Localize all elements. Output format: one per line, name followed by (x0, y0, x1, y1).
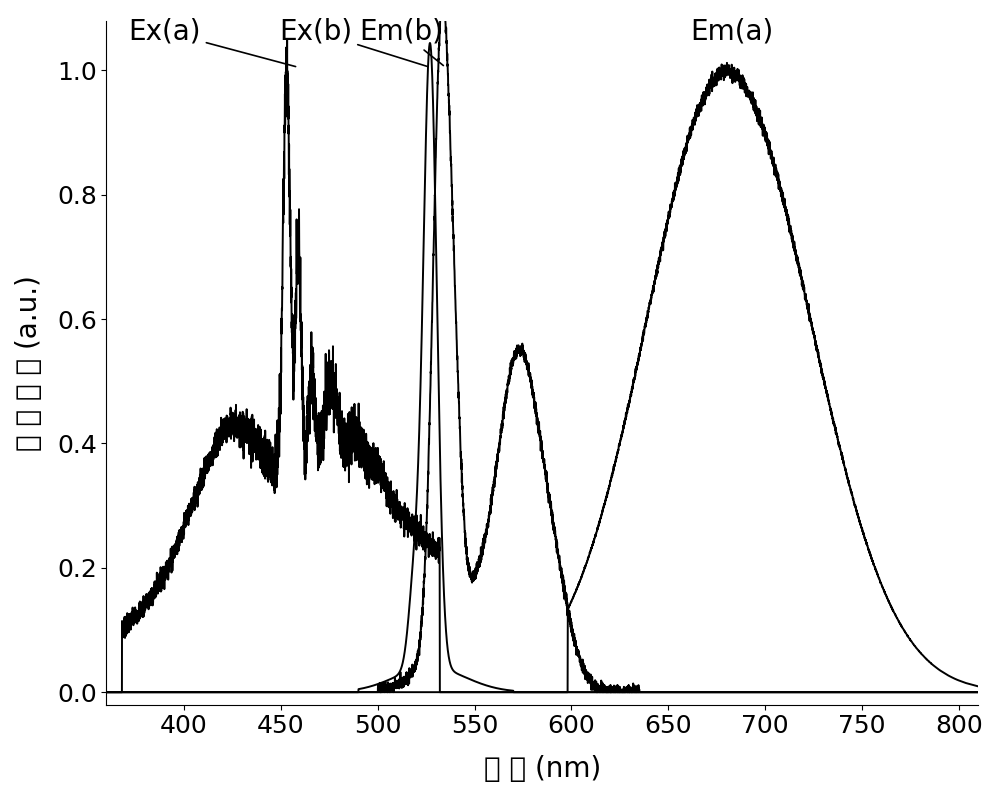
X-axis label: 波 长 (nm): 波 长 (nm) (484, 755, 601, 783)
Text: Em(a): Em(a) (691, 18, 774, 45)
Text: Ex(b): Ex(b) (279, 18, 427, 66)
Text: Ex(a): Ex(a) (128, 18, 296, 66)
Y-axis label: 荧 光 强 度 (a.u.): 荧 光 强 度 (a.u.) (15, 275, 43, 451)
Text: Em(b): Em(b) (359, 18, 443, 65)
